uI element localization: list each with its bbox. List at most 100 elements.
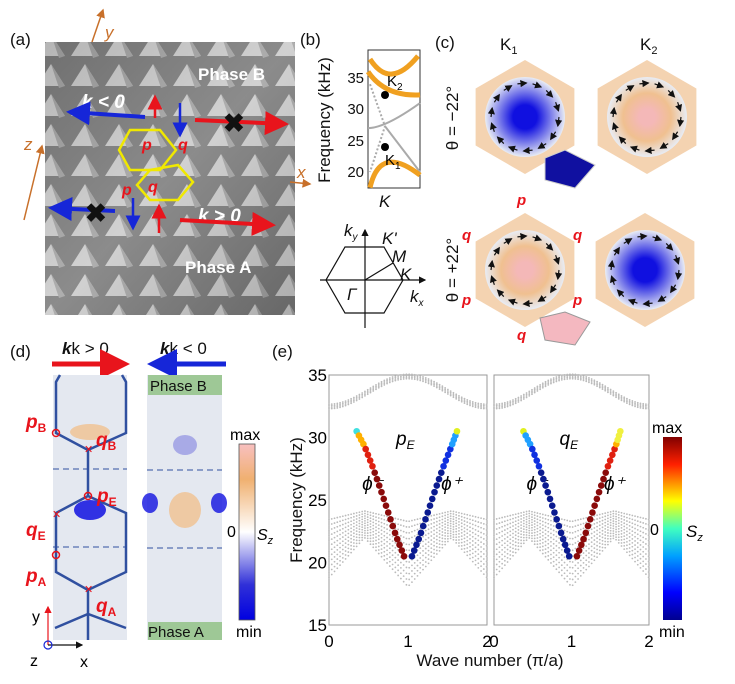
bulk-band-point	[341, 402, 344, 405]
bulk-band-point	[647, 544, 650, 547]
bulk-band-point	[509, 534, 512, 537]
bulk-band-point	[501, 525, 504, 528]
bulk-band-point	[399, 518, 402, 521]
bulk-band-point	[427, 545, 430, 548]
bulk-band-point	[520, 533, 523, 536]
bulk-band-point	[590, 532, 593, 535]
bulk-band-point	[350, 402, 353, 405]
bulk-band-point	[350, 548, 353, 551]
bulk-band-point	[634, 531, 636, 534]
bulk-band-point	[571, 526, 574, 528]
bulk-band-point	[506, 404, 509, 406]
axis-y-label: y	[32, 609, 40, 626]
bulk-band-point	[620, 399, 623, 402]
bulk-band-point	[469, 514, 471, 517]
bulk-band-point	[620, 542, 623, 544]
bulk-band-point	[455, 536, 458, 539]
bulk-band-point	[402, 376, 405, 379]
bulk-band-point	[416, 533, 419, 536]
bulk-band-point	[444, 514, 447, 517]
bulk-band-point	[455, 525, 458, 527]
bulk-band-point	[596, 540, 598, 543]
bulk-band-point	[563, 378, 566, 381]
panel-title: qE	[560, 429, 580, 452]
bulk-band-point	[541, 545, 544, 548]
bulk-band-point	[452, 533, 455, 536]
bulk-band-point	[419, 517, 422, 520]
bulk-band-point	[617, 525, 620, 527]
y-tick-label: 25	[308, 491, 327, 510]
bulk-band-point	[645, 406, 647, 409]
bulk-band-point	[391, 554, 394, 557]
bulk-band-point	[612, 527, 615, 530]
bulk-band-point	[585, 378, 588, 381]
bulk-band-point	[386, 515, 388, 518]
edge-state-point	[422, 515, 429, 523]
bulk-band-point	[402, 564, 405, 566]
bulk-band-point	[333, 570, 336, 573]
bulk-band-point	[560, 564, 563, 567]
band-curve	[365, 70, 421, 98]
bulk-band-point	[330, 523, 333, 525]
bulk-band-point	[480, 536, 482, 539]
bulk-band-point	[555, 544, 558, 547]
bulk-band-point	[435, 527, 438, 530]
edge-state-point	[561, 541, 569, 549]
bulk-band-point	[631, 404, 634, 407]
edge-state-point	[526, 440, 534, 448]
bulk-band-point	[388, 380, 391, 382]
bulk-band-point	[598, 520, 601, 523]
bulk-band-point	[377, 382, 380, 385]
bulk-band-point	[620, 529, 623, 532]
bulk-band-point	[352, 529, 355, 531]
bulk-band-point	[427, 379, 430, 382]
bulk-band-point	[477, 521, 480, 523]
bulk-band-point	[463, 551, 466, 554]
field-vector-arrow	[629, 145, 640, 153]
bulk-band-point	[604, 515, 607, 518]
bulk-band-point	[416, 523, 419, 526]
bulk-band-point	[615, 394, 617, 397]
bulk-band-point	[427, 562, 430, 565]
bulk-band-point	[642, 565, 645, 568]
bulk-band-point	[471, 540, 474, 542]
bulk-band-point	[514, 551, 517, 554]
bulk-band-point	[339, 404, 341, 407]
bulk-band-point	[631, 545, 634, 548]
bulk-band-point	[435, 517, 438, 520]
bulk-band-point	[477, 406, 480, 409]
bulk-band-point	[607, 389, 609, 392]
bulk-band-point	[528, 390, 531, 393]
bulk-band-point	[541, 520, 544, 523]
bulk-band-point	[366, 510, 369, 513]
bulk-band-point	[541, 513, 544, 516]
bulk-band-point	[531, 532, 533, 534]
bulk-band-point	[615, 531, 617, 533]
edge-state-point	[553, 515, 560, 523]
bulk-band-point	[471, 544, 474, 546]
bulk-band-point	[544, 380, 547, 383]
bulk-band-point	[355, 524, 358, 526]
bulk-band-point	[560, 377, 563, 380]
bulk-band-point	[612, 522, 615, 525]
bulk-band-point	[458, 514, 460, 517]
band-curve	[384, 125, 421, 173]
bulk-band-point	[433, 382, 435, 385]
bulk-band-point	[482, 558, 485, 560]
bulk-band-point	[596, 548, 598, 551]
bulk-band-point	[471, 519, 474, 522]
bulk-band-point	[563, 577, 566, 580]
bulk-band-point	[482, 527, 485, 530]
bulk-band-point	[514, 534, 517, 537]
bulk-band-point	[617, 539, 620, 541]
field-vector-arrow	[677, 116, 685, 128]
bulk-band-point	[522, 522, 525, 525]
bulk-band-point	[430, 539, 433, 541]
bulk-band-point	[361, 513, 364, 516]
bulk-band-point	[388, 565, 391, 567]
bulk-band-point	[571, 531, 574, 534]
bulk-band-point	[544, 514, 547, 516]
bulk-band-point	[571, 549, 574, 552]
bulk-band-point	[366, 518, 369, 521]
bulk-band-point	[617, 522, 620, 525]
